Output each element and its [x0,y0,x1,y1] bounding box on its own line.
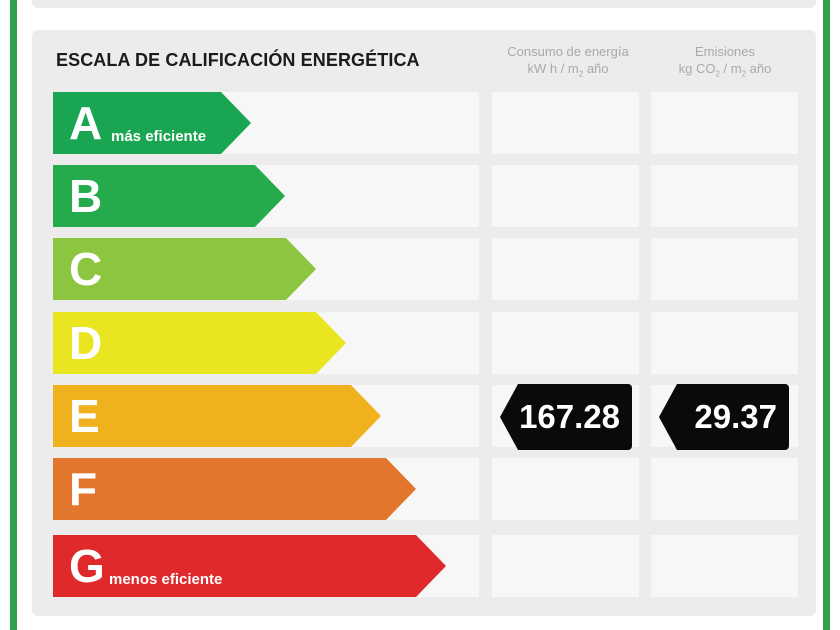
emisiones-value-badge: 29.37 [659,384,789,450]
consumo-cell-f [492,458,639,520]
rating-letter-c: C [69,243,103,295]
rating-bar-d: D [53,312,346,374]
rating-sublabel-g: menos eficiente [109,571,223,588]
rating-letter-d: D [69,317,103,369]
consumo-header-units: kW h / m2 año [527,61,609,79]
emisiones-cell-c [651,238,798,300]
rating-letter-f: F [69,463,98,515]
emisiones-cell-d [651,312,798,374]
rating-sublabel-a: más eficiente [111,128,207,145]
frame-left-border [10,0,17,630]
rating-bar-c: C [53,238,316,300]
rating-letter-a: A [69,97,103,149]
rating-letter-g: G [69,540,105,592]
emisiones-column-header: Emisiones kg CO2 / m2 año [645,43,805,83]
rating-letter-e: E [69,390,100,442]
consumo-cell-d [492,312,639,374]
consumo-cell-c [492,238,639,300]
scale-title: ESCALA DE CALIFICACIÓN ENERGÉTICA [56,50,420,70]
consumo-value-badge: 167.28 [500,384,632,450]
emisiones-header-line1: Emisiones [695,44,755,59]
consumo-cell-a [492,92,639,154]
emisiones-cell-a [651,92,798,154]
top-panel [32,0,816,8]
consumo-cell-g [492,535,639,597]
emisiones-cell-f [651,458,798,520]
frame-right-border [823,0,830,630]
emisiones-header-units: kg CO2 / m2 año [678,61,772,79]
rating-bar-g: G menos eficiente [53,535,446,597]
emisiones-cell-g [651,535,798,597]
rating-bar-f: F [53,458,416,520]
emisiones-cell-b [651,165,798,227]
consumo-cell-b [492,165,639,227]
rating-bar-e: E [53,385,381,447]
consumo-header-line1: Consumo de energía [507,44,629,59]
rating-bar-a: A más eficiente [53,92,251,154]
rating-letter-b: B [69,170,103,222]
consumo-column-header: Consumo de energía kW h / m2 año [488,43,648,83]
rating-bar-b: B [53,165,285,227]
